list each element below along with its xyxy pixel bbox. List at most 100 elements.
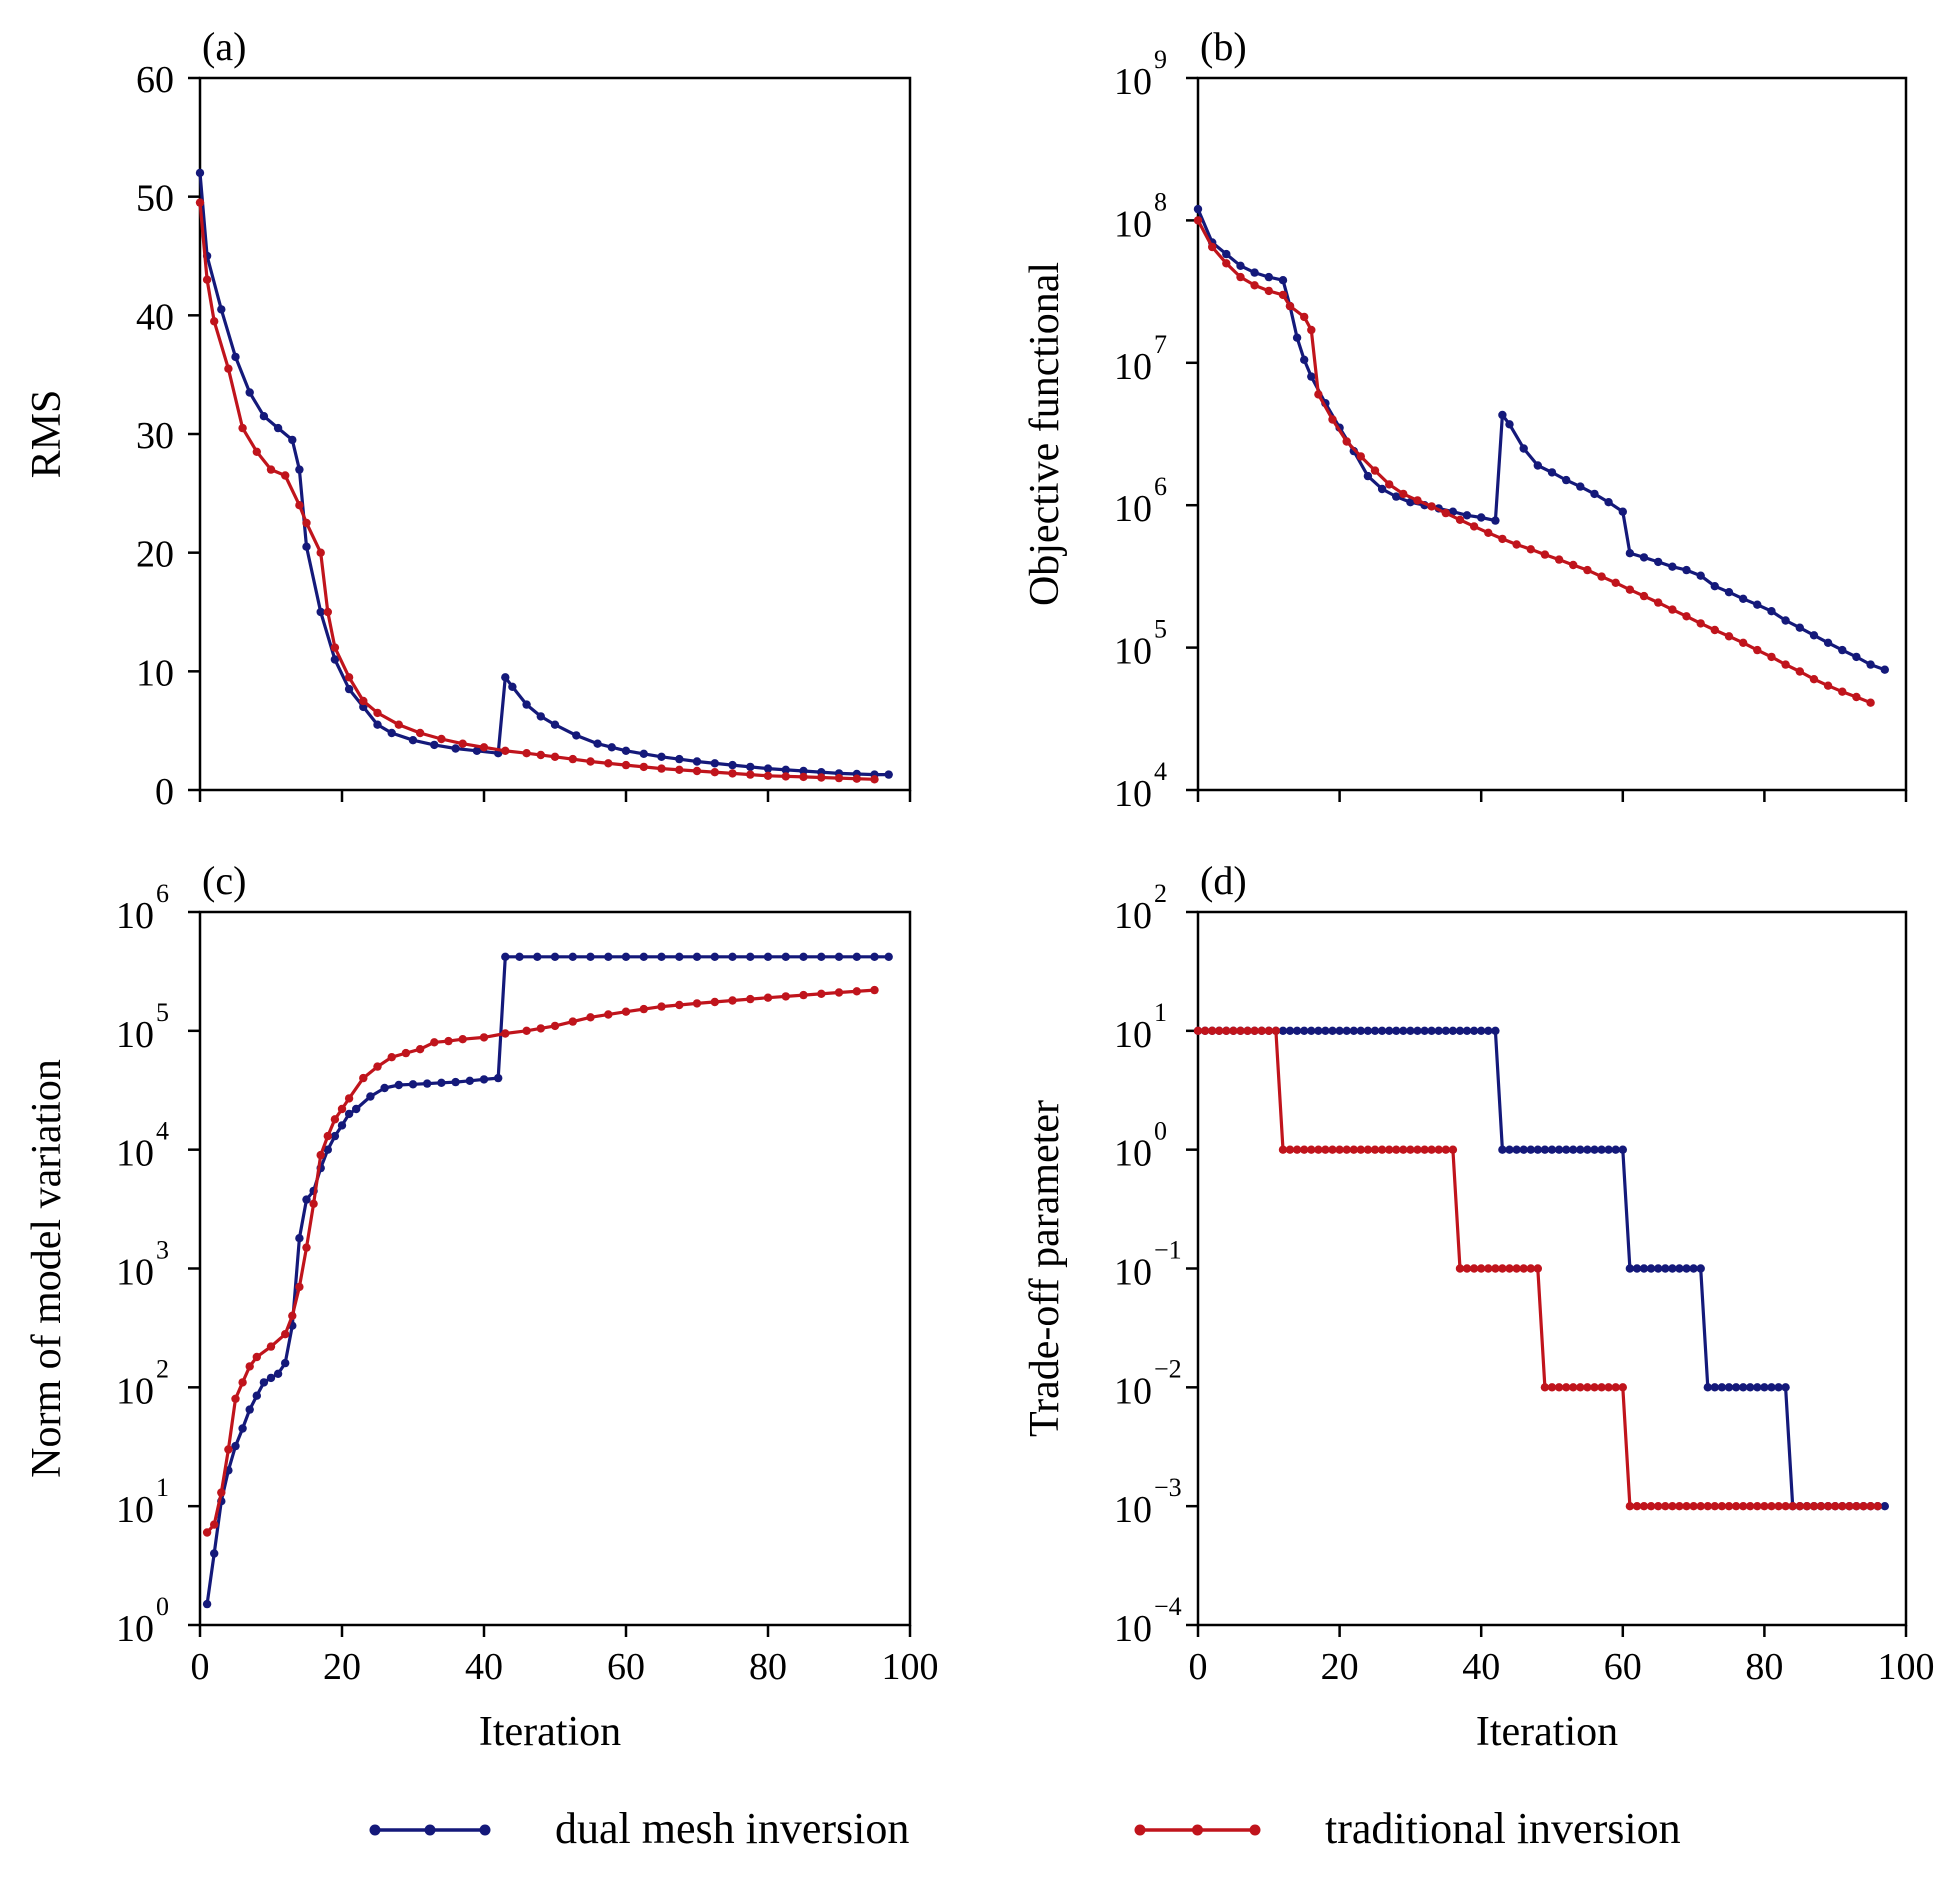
series-point-traditional bbox=[1795, 1502, 1805, 1511]
series-point-dual bbox=[1519, 444, 1528, 453]
series-point-traditional bbox=[657, 764, 666, 773]
legend-dual-label: dual mesh inversion bbox=[555, 1804, 909, 1853]
series-point-traditional bbox=[1377, 1145, 1387, 1154]
series-point-dual bbox=[1795, 623, 1805, 632]
x-tick-label: 60 bbox=[1604, 1646, 1642, 1688]
series-point-traditional bbox=[359, 1073, 368, 1083]
series-point-dual bbox=[1505, 1145, 1514, 1154]
series-point-traditional bbox=[231, 1394, 240, 1404]
series-point-traditional bbox=[1519, 1264, 1528, 1273]
series-point-traditional bbox=[1484, 528, 1493, 537]
series-point-traditional bbox=[1342, 1145, 1351, 1154]
series-point-dual bbox=[330, 1131, 340, 1141]
y-tick-label: 10 bbox=[1114, 346, 1152, 388]
series-point-dual bbox=[1285, 1026, 1295, 1036]
series-point-dual bbox=[1781, 616, 1790, 625]
series-point-traditional bbox=[344, 1094, 354, 1103]
series-point-dual bbox=[763, 764, 773, 773]
series-point-traditional bbox=[1413, 1145, 1422, 1154]
series-point-traditional bbox=[1739, 1502, 1748, 1511]
series-point-traditional bbox=[479, 743, 489, 752]
series-point-dual bbox=[1639, 1264, 1649, 1273]
series-point-traditional bbox=[202, 1528, 212, 1537]
series-point-traditional bbox=[1831, 1502, 1840, 1511]
series-point-dual bbox=[1597, 1145, 1606, 1154]
series-point-dual bbox=[1696, 571, 1705, 580]
series-point-dual bbox=[1512, 1145, 1521, 1154]
series-point-traditional bbox=[1215, 1026, 1224, 1036]
y-tick-exponent: 5 bbox=[1154, 615, 1167, 644]
series-point-dual bbox=[380, 1083, 389, 1093]
series-point-traditional bbox=[1512, 540, 1521, 549]
series-point-dual bbox=[1547, 468, 1557, 477]
y-tick-label: 10 bbox=[116, 1608, 154, 1650]
x-tick-label: 40 bbox=[1462, 1646, 1500, 1688]
series-point-traditional bbox=[1668, 1502, 1677, 1511]
series-point-dual bbox=[1498, 410, 1507, 420]
series-point-dual bbox=[515, 952, 524, 961]
series-point-traditional bbox=[1838, 687, 1847, 696]
y-tick-label: 10 bbox=[1114, 1370, 1152, 1412]
series-point-dual bbox=[568, 952, 577, 961]
series-point-traditional bbox=[245, 1362, 254, 1371]
series-point-traditional bbox=[217, 1488, 226, 1497]
series-point-traditional bbox=[401, 1048, 411, 1058]
series-point-traditional bbox=[763, 993, 773, 1002]
series-point-traditional bbox=[1838, 1502, 1847, 1511]
series-point-dual bbox=[1562, 1145, 1571, 1154]
series-point-dual bbox=[1300, 1026, 1309, 1036]
series-point-traditional bbox=[1852, 1502, 1861, 1511]
series-point-dual bbox=[1781, 1383, 1790, 1392]
series-point-dual bbox=[245, 388, 254, 397]
series-point-traditional bbox=[202, 275, 212, 284]
series-point-traditional bbox=[1363, 1145, 1373, 1154]
series-point-dual bbox=[884, 770, 893, 779]
series-point-traditional bbox=[501, 746, 510, 755]
series-point-traditional bbox=[781, 772, 790, 781]
series-point-traditional bbox=[1356, 452, 1366, 461]
series-point-dual bbox=[1349, 1026, 1359, 1036]
series-point-traditional bbox=[1569, 1383, 1578, 1392]
series-point-traditional bbox=[550, 1021, 560, 1031]
series-point-dual bbox=[1866, 660, 1875, 669]
series-point-dual bbox=[1533, 461, 1543, 470]
series-point-dual bbox=[657, 752, 666, 761]
series-point-traditional bbox=[1484, 1264, 1493, 1273]
series-point-traditional bbox=[266, 465, 276, 474]
series-point-dual bbox=[1370, 1026, 1380, 1036]
series-point-traditional bbox=[479, 1033, 489, 1042]
series-point-traditional bbox=[1767, 652, 1776, 662]
series-point-traditional bbox=[657, 1002, 666, 1011]
series-point-dual bbox=[1264, 272, 1274, 282]
series-point-traditional bbox=[1604, 1383, 1613, 1392]
series-point-traditional bbox=[1264, 286, 1274, 296]
series-point-dual bbox=[1307, 1026, 1316, 1036]
series-point-traditional bbox=[1731, 1502, 1741, 1511]
series-point-dual bbox=[337, 1121, 347, 1130]
series-point-traditional bbox=[387, 1053, 396, 1062]
series-point-dual bbox=[1392, 1026, 1401, 1036]
series-point-dual bbox=[1420, 1026, 1429, 1036]
series-point-dual bbox=[817, 952, 826, 961]
series-point-dual bbox=[1434, 1026, 1443, 1036]
y-tick-exponent: 7 bbox=[1154, 330, 1167, 359]
series-point-dual bbox=[1753, 1383, 1762, 1392]
series-point-traditional bbox=[1739, 638, 1748, 647]
series-point-dual bbox=[1569, 1145, 1578, 1154]
series-point-traditional bbox=[604, 1010, 613, 1019]
series-point-dual bbox=[238, 1424, 247, 1433]
series-point-dual bbox=[1661, 1264, 1670, 1273]
series-point-traditional bbox=[1413, 496, 1422, 505]
series-point-traditional bbox=[1257, 1026, 1266, 1036]
series-point-dual bbox=[1356, 1026, 1366, 1036]
series-point-dual bbox=[728, 760, 737, 770]
series-point-dual bbox=[1392, 492, 1401, 501]
series-point-traditional bbox=[337, 1104, 347, 1114]
series-point-dual bbox=[281, 1358, 290, 1368]
y-tick-exponent: 2 bbox=[1154, 879, 1167, 908]
series-point-traditional bbox=[1611, 1383, 1620, 1392]
series-point-dual bbox=[799, 766, 808, 776]
series-point-dual bbox=[1533, 1145, 1543, 1154]
series-point-traditional bbox=[1434, 1145, 1443, 1154]
series-point-dual bbox=[1682, 565, 1691, 575]
